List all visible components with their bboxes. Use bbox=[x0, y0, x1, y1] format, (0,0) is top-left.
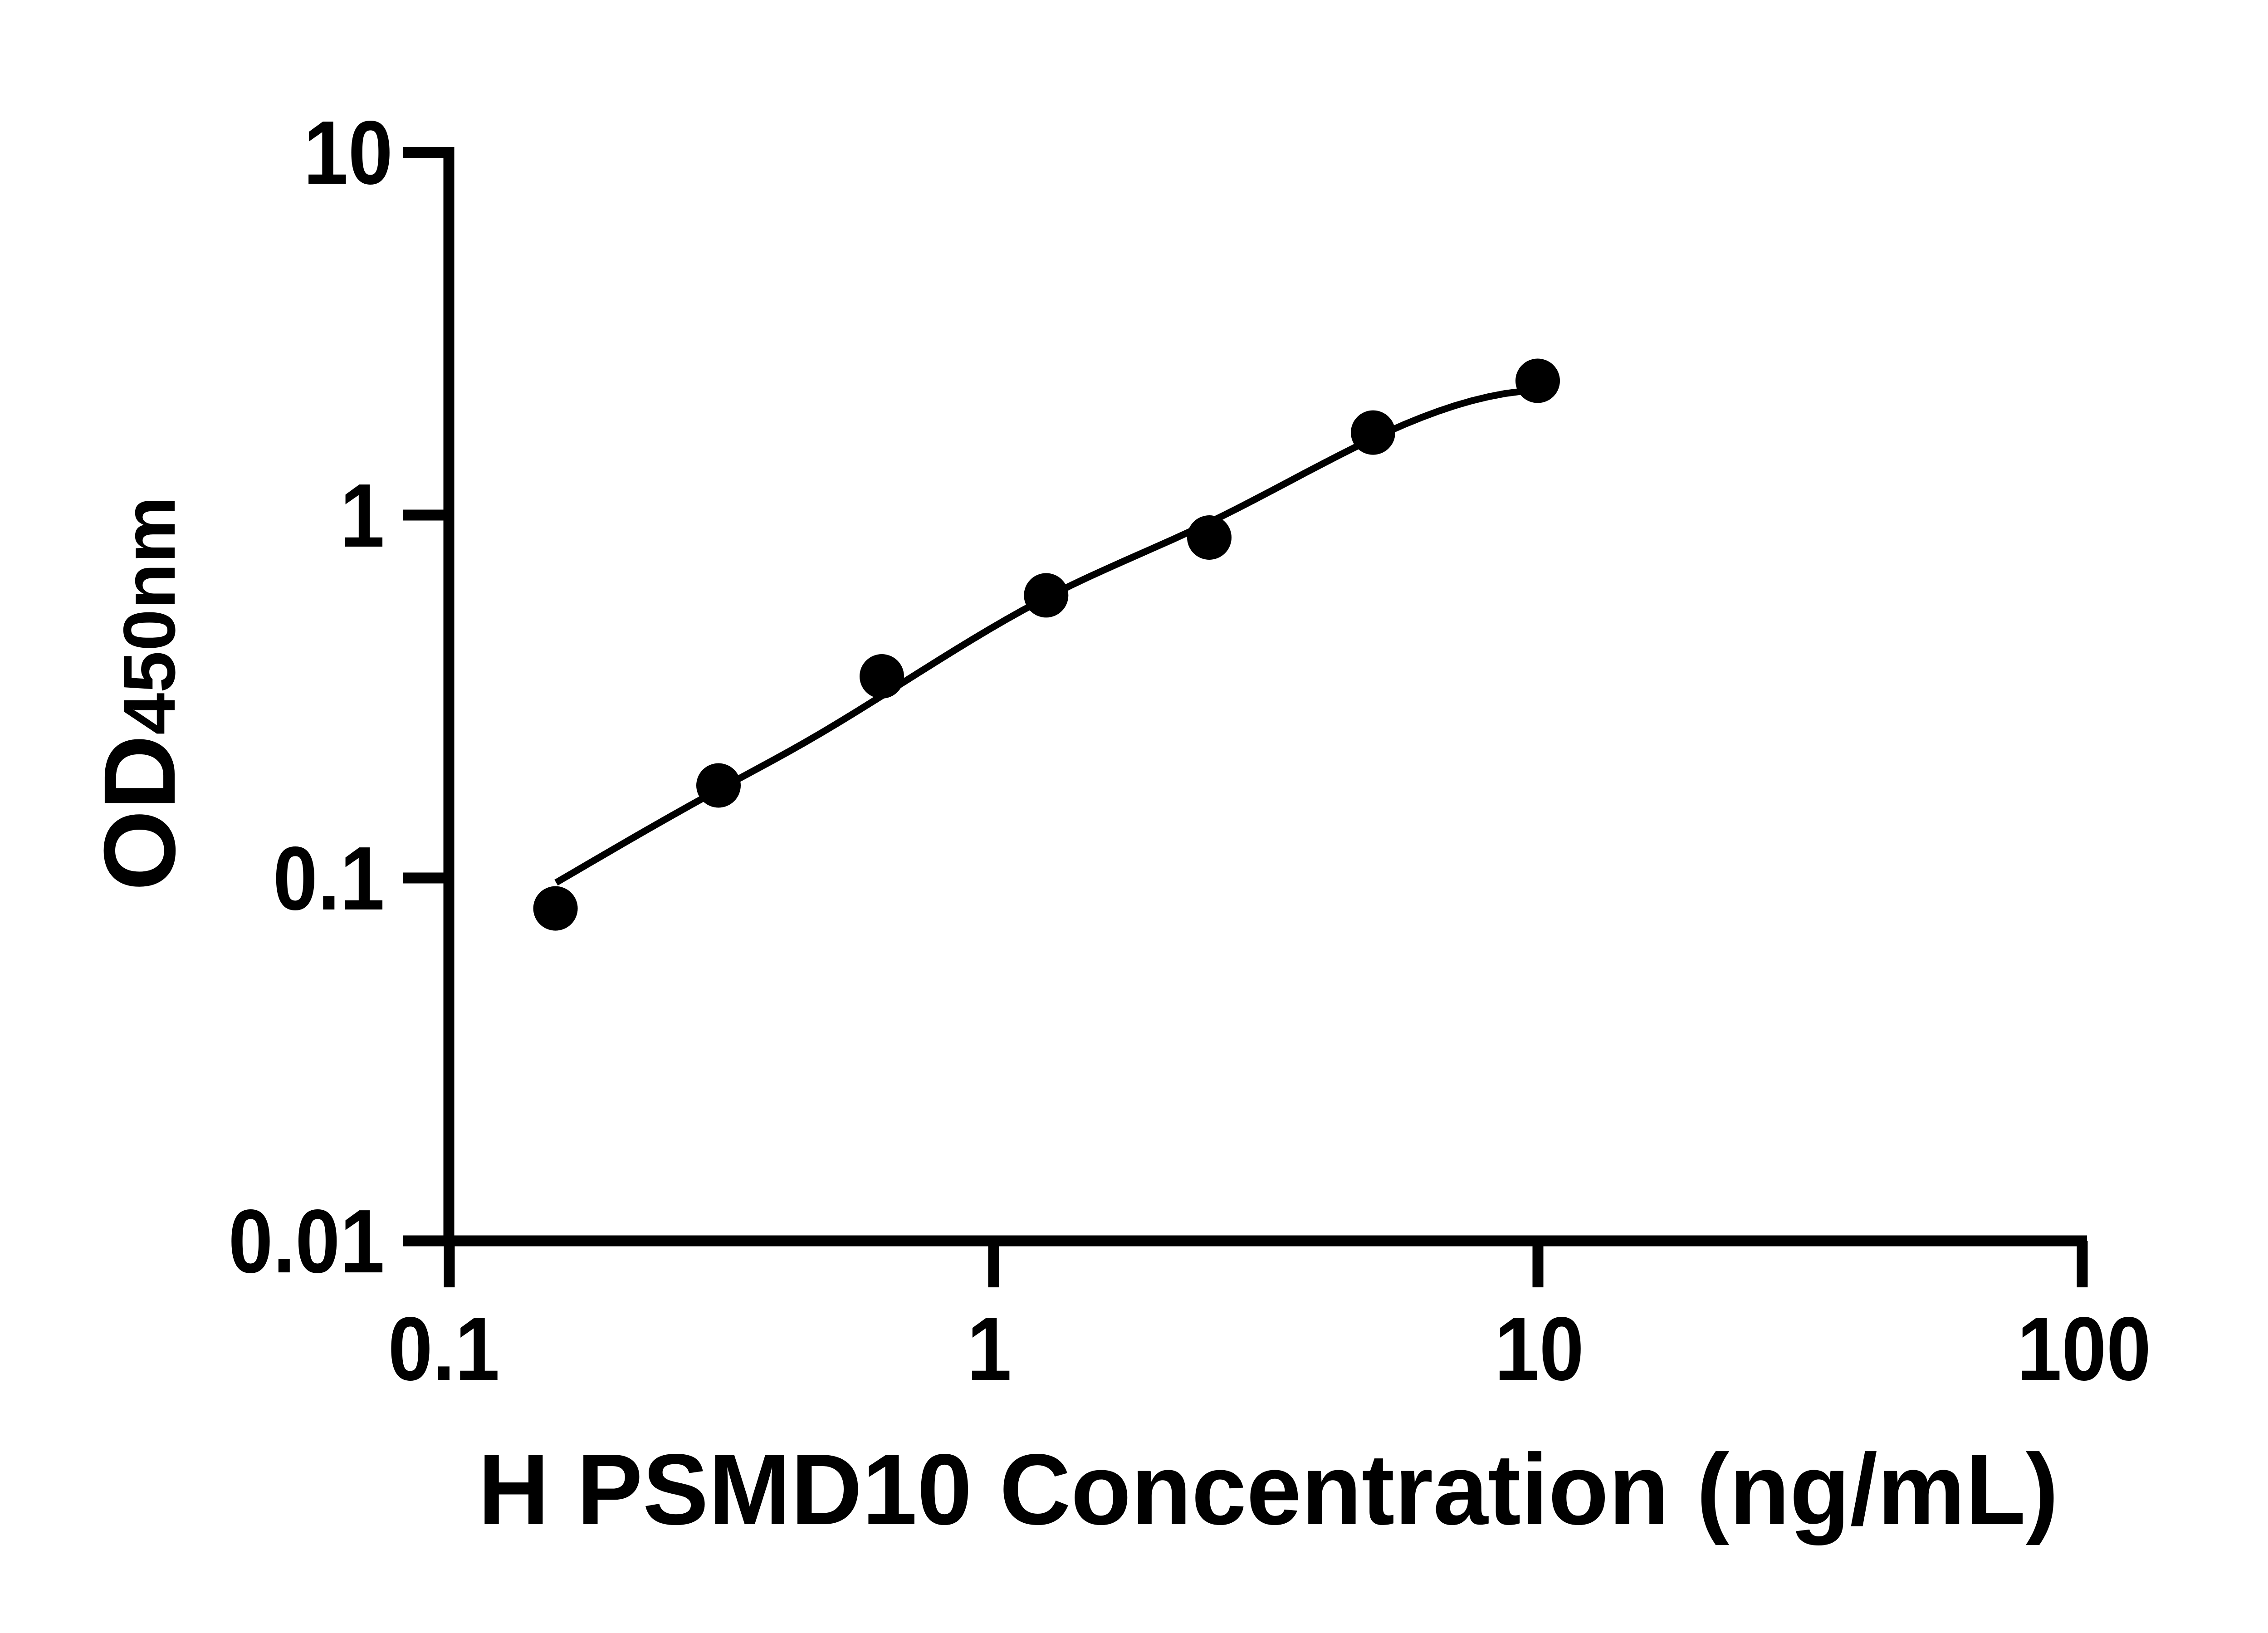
svg-text:1: 1 bbox=[340, 464, 385, 566]
svg-text:0.1: 0.1 bbox=[273, 827, 385, 929]
svg-text:1: 1 bbox=[967, 1298, 1012, 1399]
svg-text:H PSMD10 Concentration (ng/mL): H PSMD10 Concentration (ng/mL) bbox=[478, 1433, 2058, 1545]
svg-text:OD450nm: OD450nm bbox=[83, 496, 197, 891]
svg-text:10: 10 bbox=[1495, 1298, 1584, 1399]
svg-text:0.1: 0.1 bbox=[388, 1298, 499, 1399]
svg-text:10: 10 bbox=[303, 102, 393, 203]
svg-text:0.01: 0.01 bbox=[228, 1190, 385, 1291]
svg-text:100: 100 bbox=[2017, 1298, 2151, 1399]
